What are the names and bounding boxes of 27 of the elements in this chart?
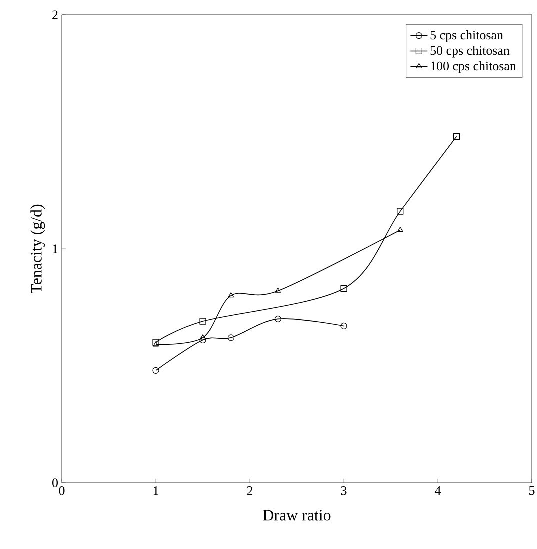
y-tick-label: 2 [52,10,58,20]
point [200,318,206,325]
y-tick-label: 0 [52,478,58,488]
point [200,336,206,344]
legend-label: 50 cps chitosan [430,46,510,58]
point [340,322,348,330]
point [340,285,348,292]
x-tick-label: 1 [154,486,158,496]
x-tick-label: 5 [530,486,535,496]
point [228,334,234,342]
point [397,208,404,215]
point [398,226,404,232]
x-tick-label: 4 [435,486,442,496]
point [454,133,460,140]
x-tick-label: 0 [59,486,65,496]
x-axis-title: Draw ratio [263,510,331,521]
x-tick-label: 3 [341,486,347,496]
legend-label: 100 cps chitosan [431,61,516,74]
y-tick-label: 1 [53,244,58,254]
point [152,367,160,374]
legend-label: 5 cps chitosan [430,30,504,42]
point [275,288,282,293]
point [274,316,282,322]
point [200,334,206,340]
y-axis-title: Tenacity (g/d) [30,204,46,294]
x-tick-label: 2 [247,486,253,496]
point [228,292,234,298]
